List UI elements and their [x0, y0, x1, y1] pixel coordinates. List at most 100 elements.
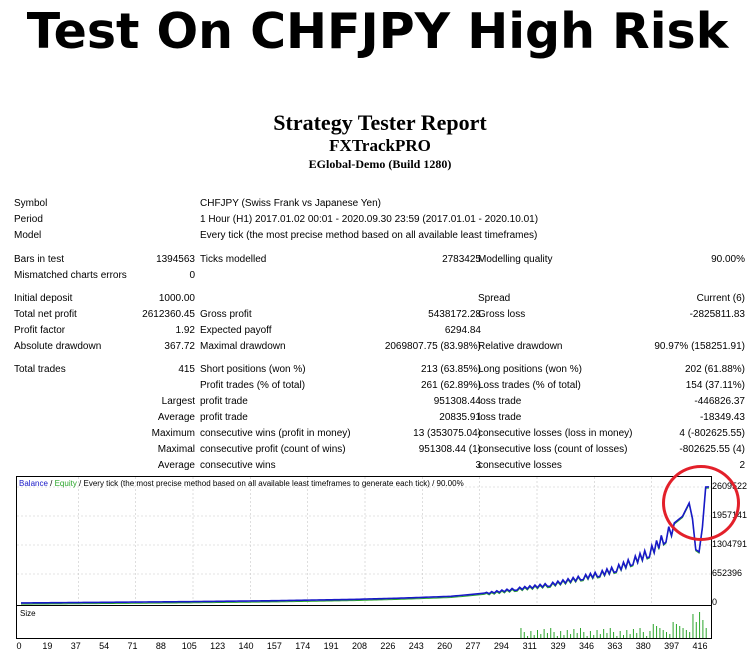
bars-value: 1394563	[156, 254, 195, 265]
x-tick-label: 0	[16, 641, 22, 651]
y-tick-label: 2609522	[712, 481, 748, 491]
mismatched-label: Mismatched charts errors	[14, 270, 127, 281]
size-bar	[636, 633, 638, 638]
avg-cons-wins-value: 3	[475, 460, 481, 471]
x-tick-label: 380	[635, 641, 651, 651]
trades-label: Total trades	[14, 364, 66, 375]
average-profit-label: profit trade	[200, 412, 248, 423]
maximal-cons-loss-value: -802625.55 (4)	[679, 444, 745, 455]
size-bar	[613, 632, 615, 638]
average-profit-value: 20835.91	[439, 412, 481, 423]
netprofit-label: Total net profit	[14, 309, 77, 320]
size-bar	[705, 628, 707, 638]
x-tick-label: 311	[522, 641, 537, 651]
size-bar	[556, 636, 558, 638]
average-loss-value: -18349.43	[699, 412, 745, 423]
profit-loss-trades-row: Profit trades (% of total) 261 (62.89%) …	[14, 378, 754, 394]
ticks-label: Ticks modelled	[200, 254, 267, 265]
x-tick-label: 105	[181, 641, 197, 651]
avg-cons-losses-value: 2	[739, 460, 745, 471]
chart-legend: Balance / Equity / Every tick (the most …	[19, 479, 464, 489]
trades-row: Total trades 415 Short positions (won %)…	[14, 362, 754, 378]
size-bar	[682, 628, 684, 638]
size-bar	[699, 612, 701, 638]
size-bar	[695, 622, 697, 638]
largest-label: Largest	[161, 396, 195, 407]
symbol-value: CHFJPY (Swiss Frank vs Japanese Yen)	[200, 198, 382, 209]
size-label: Size	[20, 609, 36, 618]
short-label: Short positions (won %)	[200, 364, 306, 375]
size-bar	[593, 635, 595, 638]
balance-line	[20, 486, 710, 604]
ptrades-value: 261 (62.89%)	[420, 380, 481, 391]
long-label: Long positions (won %)	[478, 364, 582, 375]
long-value: 202 (61.88%)	[684, 364, 745, 375]
y-tick-label: 0	[712, 597, 718, 607]
drawdown-row: Absolute drawdown 367.72 Maximal drawdow…	[14, 339, 754, 355]
largest-row: Largest profit trade 951308.44 loss trad…	[14, 394, 754, 410]
grossloss-value: -2825811.83	[689, 309, 745, 320]
report-title: Strategy Tester Report	[273, 110, 487, 135]
legend-equity: Equity	[54, 479, 77, 488]
period-value: 1 Hour (H1) 2017.01.02 00:01 - 2020.09.3…	[200, 214, 539, 225]
x-tick-label: 277	[465, 641, 481, 651]
x-tick-label: 19	[42, 641, 53, 651]
x-tick-label: 71	[127, 641, 138, 651]
size-bar	[589, 631, 591, 638]
size-bar	[570, 634, 572, 638]
deposit-row: Initial deposit 1000.00 Spread Current (…	[14, 291, 754, 307]
size-bar	[550, 628, 552, 638]
legend-balance: Balance	[19, 479, 48, 488]
size-bar	[576, 633, 578, 638]
period-row: Period 1 Hour (H1) 2017.01.02 00:01 - 20…	[14, 212, 754, 228]
netprofit-value: 2612360.45	[142, 309, 195, 320]
grossloss-label: Gross loss	[478, 309, 526, 320]
maximal-cons-profit-label: consecutive profit (count of wins)	[200, 444, 346, 455]
size-bar	[669, 634, 671, 638]
size-bar	[629, 634, 631, 638]
legend-separator: /	[47, 479, 55, 488]
x-tick-label: 123	[210, 641, 226, 651]
average-label: Average	[157, 412, 195, 423]
average-cons-row: Average consecutive wins 3 consecutive l…	[14, 458, 754, 474]
size-bar	[606, 633, 608, 638]
x-tick-label: 346	[578, 641, 595, 651]
x-tick-label: 243	[408, 641, 424, 651]
pf-row: Profit factor 1.92 Expected payoff 6294.…	[14, 323, 754, 339]
maximum-label: Maximum	[151, 428, 195, 439]
average-loss-label: loss trade	[478, 412, 522, 423]
x-tick-label: 416	[692, 641, 708, 651]
absdd-value: 367.72	[164, 341, 195, 352]
spread-value: Current (6)	[696, 293, 745, 304]
size-bar	[632, 629, 634, 638]
size-bar	[662, 630, 664, 638]
x-tick-label: 208	[351, 641, 368, 651]
x-tick-label: 140	[238, 641, 254, 651]
y-tick-label: 1304791	[712, 539, 748, 549]
x-tick-label: 157	[266, 641, 282, 651]
size-bar	[553, 632, 555, 638]
pf-label: Profit factor	[14, 325, 66, 336]
size-bar	[520, 628, 522, 638]
ltrades-label: Loss trades (% of total)	[478, 380, 581, 391]
x-tick-label: 260	[437, 641, 453, 651]
model-label: Model	[14, 230, 42, 241]
grossprofit-label: Gross profit	[200, 309, 252, 320]
y-tick-label: 652396	[712, 568, 743, 578]
pf-value: 1.92	[175, 325, 195, 336]
size-bar	[652, 624, 654, 638]
deposit-value: 1000.00	[158, 293, 195, 304]
x-tick-label: 54	[99, 641, 110, 651]
x-tick-label: 329	[550, 641, 566, 651]
size-bar	[533, 635, 535, 638]
netprofit-row: Total net profit 2612360.45 Gross profit…	[14, 307, 754, 323]
size-bar	[527, 636, 529, 638]
x-tick-label: 88	[155, 641, 166, 651]
expert-name: FXTrackPRO	[329, 136, 431, 155]
size-bar	[672, 622, 674, 638]
x-tick-label: 397	[664, 641, 680, 651]
size-bar	[586, 636, 588, 638]
symbol-label: Symbol	[14, 198, 48, 209]
size-bar	[609, 628, 611, 638]
size-bar	[580, 628, 581, 638]
